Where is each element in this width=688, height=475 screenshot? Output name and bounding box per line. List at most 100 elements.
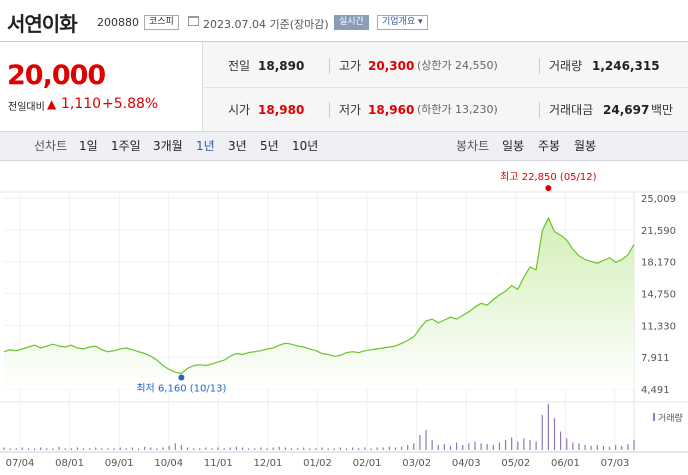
up-triangle-icon: ▲ bbox=[47, 97, 57, 111]
tab-1y[interactable]: 1년 bbox=[196, 139, 215, 153]
volume-bar bbox=[352, 447, 354, 450]
candle-chart-label: 봉차트 bbox=[456, 139, 490, 153]
upper-limit-value: 24,550) bbox=[455, 59, 498, 72]
x-tick-label: 01/02 bbox=[303, 458, 332, 469]
x-tick-label: 07/03 bbox=[601, 458, 630, 469]
tab-monthly[interactable]: 월봉 bbox=[574, 139, 597, 153]
volume-bar bbox=[193, 448, 195, 450]
volume-bar bbox=[217, 447, 219, 450]
volume-bar bbox=[462, 444, 464, 450]
company-info-dropdown[interactable]: 기업개요 ▾ bbox=[377, 15, 428, 30]
volume-bar bbox=[498, 442, 501, 450]
tab-weekly[interactable]: 주봉 bbox=[538, 139, 561, 153]
low-value: 18,960 bbox=[368, 103, 415, 117]
x-tick-label: 09/01 bbox=[105, 458, 134, 469]
volume-bar bbox=[449, 445, 452, 450]
volume-bar bbox=[419, 434, 421, 450]
volume-bar bbox=[517, 441, 519, 450]
volume-bar bbox=[553, 418, 556, 450]
low-marker bbox=[178, 374, 185, 381]
tab-3y[interactable]: 3년 bbox=[228, 139, 247, 153]
volume-bar bbox=[113, 448, 115, 450]
volume-bar bbox=[180, 444, 182, 450]
period-tabs: 선차트 1일 1주일 3개월 1년 3년 5년 10년 봉차트 일봉 주봉 월봉 bbox=[0, 131, 688, 161]
volume-bar bbox=[590, 445, 592, 450]
volume-bar bbox=[321, 447, 323, 450]
realtime-button[interactable]: 실시간 bbox=[334, 15, 369, 30]
upper-limit-label: (상한가 bbox=[417, 59, 452, 72]
volume-bar bbox=[547, 404, 549, 450]
volume-bar bbox=[199, 448, 201, 450]
open-label: 시가 bbox=[228, 103, 251, 117]
volume-bar bbox=[480, 443, 482, 450]
high-label: 고가 bbox=[339, 59, 362, 73]
tab-daily[interactable]: 일봉 bbox=[502, 139, 525, 153]
tab-1d[interactable]: 1일 bbox=[79, 139, 98, 153]
trade-amount-value: 24,697 bbox=[603, 103, 650, 117]
change-label: 전일대비 bbox=[8, 102, 45, 113]
tab-3m[interactable]: 3개월 bbox=[153, 139, 183, 153]
price-chart: 25,009 21,590 18,170 14,750 11,330 7,911 4,491… bbox=[0, 171, 688, 469]
volume-label: 거래량 bbox=[549, 59, 583, 73]
x-tick-label: 05/02 bbox=[501, 458, 530, 469]
volume-bar bbox=[107, 448, 109, 450]
volume-bar bbox=[486, 444, 488, 450]
tab-5y[interactable]: 5년 bbox=[260, 139, 279, 153]
volume-bar bbox=[333, 448, 335, 450]
divider bbox=[539, 58, 540, 74]
tab-1w[interactable]: 1주일 bbox=[111, 139, 141, 153]
volume-bar bbox=[382, 447, 384, 450]
volume-bar bbox=[284, 447, 286, 450]
lower-limit-value: 13,230) bbox=[455, 103, 498, 116]
volume-bar bbox=[272, 447, 274, 450]
volume-bar bbox=[431, 439, 433, 450]
row-divider bbox=[203, 87, 688, 88]
prev-close-value: 18,890 bbox=[258, 59, 305, 73]
quote-date: 2023.07.04 기준(장마감) bbox=[203, 18, 329, 31]
volume-bar bbox=[376, 447, 378, 450]
volume-bar bbox=[40, 447, 42, 450]
open-value: 18,980 bbox=[258, 103, 305, 117]
volume-bar bbox=[205, 447, 207, 450]
volume-value: 1,246,315 bbox=[592, 59, 660, 73]
volume-bar bbox=[144, 446, 146, 450]
tab-10y[interactable]: 10년 bbox=[292, 139, 319, 153]
volume-bar bbox=[33, 448, 36, 450]
volume-bar bbox=[223, 448, 225, 450]
stock-code: 200880 bbox=[97, 16, 139, 29]
y-tick-label: 21,590 bbox=[641, 226, 676, 237]
volume-bar bbox=[621, 445, 623, 450]
volume-bar bbox=[492, 444, 494, 450]
volume-bar bbox=[627, 444, 629, 450]
low-annotation: 최저 6,160 (10/13) bbox=[136, 382, 226, 394]
volume-bar bbox=[504, 439, 507, 450]
volume-bar bbox=[248, 448, 250, 450]
lower-limit-label: (하한가 bbox=[417, 103, 452, 116]
volume-bar bbox=[578, 443, 580, 450]
high-annotation: 최고 22,850 (05/12) bbox=[500, 171, 596, 183]
volume-bar bbox=[443, 444, 445, 450]
volume-bar bbox=[46, 448, 48, 450]
price-change: 1,110 bbox=[61, 96, 102, 112]
volume-bar bbox=[21, 447, 23, 450]
volume-bar bbox=[523, 438, 525, 450]
volume-bar bbox=[407, 444, 409, 450]
volume-bar bbox=[596, 444, 598, 450]
volume-bar bbox=[162, 447, 164, 450]
volume-bar bbox=[388, 446, 390, 450]
current-price: 20,000 bbox=[7, 60, 106, 91]
volume-bar bbox=[150, 447, 152, 450]
volume-bar bbox=[58, 446, 60, 450]
volume-bar bbox=[535, 441, 537, 450]
volume-bar bbox=[358, 448, 360, 450]
volume-bar bbox=[364, 447, 366, 450]
volume-bar bbox=[186, 447, 189, 450]
volume-bar bbox=[584, 444, 586, 450]
volume-bar bbox=[260, 447, 262, 450]
volume-bar bbox=[560, 431, 562, 450]
volume-bar bbox=[394, 447, 397, 450]
volume-bar bbox=[615, 444, 617, 450]
volume-bar bbox=[9, 448, 11, 450]
company-info-label: 기업개요 bbox=[382, 17, 416, 27]
prev-close-label: 전일 bbox=[228, 59, 251, 73]
